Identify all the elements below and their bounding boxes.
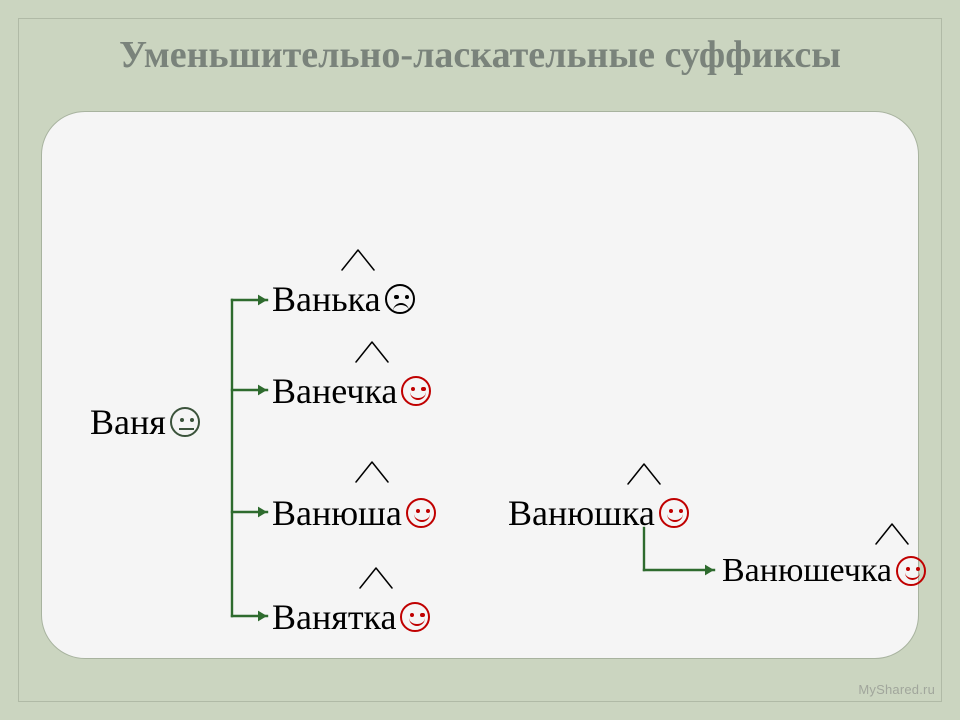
suffix-caret-icon (358, 566, 394, 590)
word-w2: Ванечка (272, 370, 431, 412)
suffix-caret-icon (354, 340, 390, 364)
word-w6: Ванюшечка (722, 552, 926, 590)
suffix-caret-icon (354, 460, 390, 484)
word-text: Ванюшечка (722, 552, 892, 590)
slide-title: Уменьшительно-ласкательные суффиксы (19, 33, 941, 77)
word-text: Ванечка (272, 370, 397, 412)
happy-face-icon (406, 498, 436, 528)
happy-face-icon (401, 376, 431, 406)
neutral-face-icon (170, 407, 200, 437)
word-text: Ванятка (272, 596, 396, 638)
word-text: Ванюша (272, 492, 402, 534)
sad-face-icon (385, 284, 415, 314)
word-w3: Ванюша (272, 492, 436, 534)
word-w5: Ванюшка (508, 492, 689, 534)
content-panel: Ваня Ванька Ванечка Ванюша Ванятка Ванюшка Ван… (41, 111, 919, 659)
title-text: Уменьшительно-ласкательные суффиксы (119, 34, 841, 76)
suffix-caret-icon (626, 462, 662, 486)
happy-face-icon (896, 556, 926, 586)
word-w1: Ванька (272, 278, 415, 320)
suffix-caret-icon (340, 248, 376, 272)
word-text: Ванюшка (508, 492, 655, 534)
word-text: Ваня (90, 401, 166, 443)
word-text: Ванька (272, 278, 381, 320)
slide-frame: Уменьшительно-ласкательные суффиксы Ваня… (18, 18, 942, 702)
happy-face-icon (659, 498, 689, 528)
word-root: Ваня (90, 401, 200, 443)
word-w4: Ванятка (272, 596, 430, 638)
happy-face-icon (400, 602, 430, 632)
suffix-caret-icon (874, 522, 910, 546)
watermark: MyShared.ru (858, 682, 935, 697)
